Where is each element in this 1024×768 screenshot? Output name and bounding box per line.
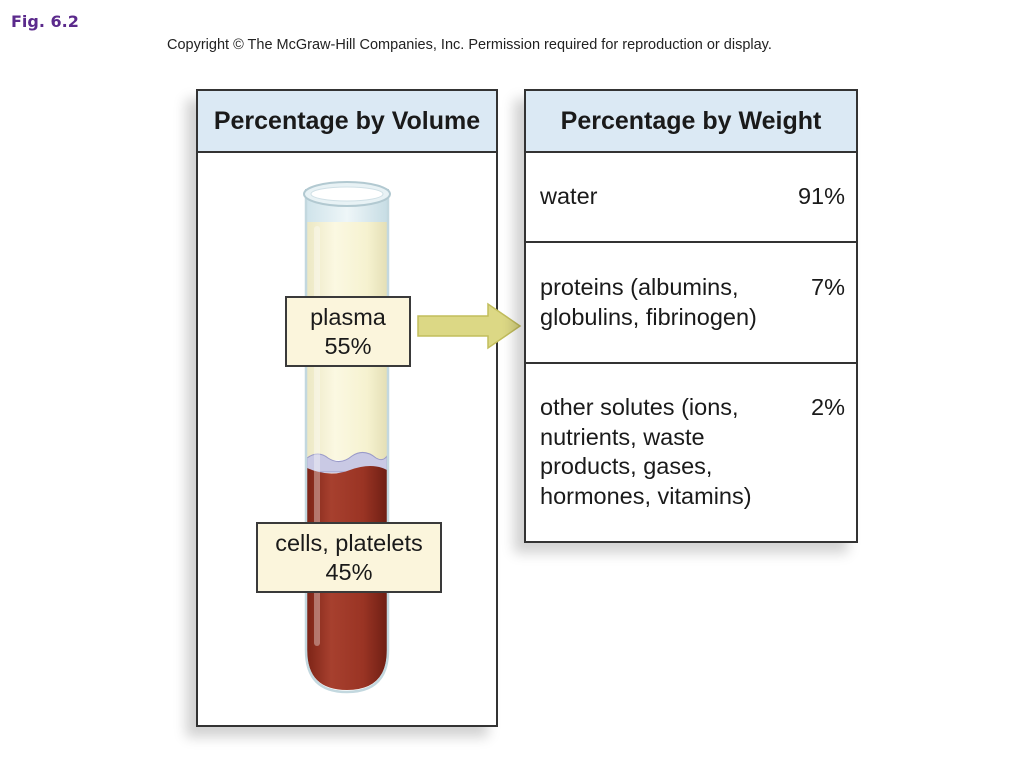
copyright-notice: Copyright © The McGraw-Hill Companies, I… (167, 37, 772, 53)
weight-row-label: other solutes (ions, nutrients, waste pr… (540, 394, 752, 509)
plasma-callout: plasma 55% (285, 296, 411, 367)
weight-row-value: 2% (811, 394, 845, 420)
right-arrow-icon (417, 302, 522, 350)
weight-row-label: proteins (albumins, globulins, fibrinoge… (540, 274, 757, 330)
volume-panel-title: Percentage by Volume (198, 91, 496, 153)
cells-callout: cells, platelets 45% (256, 522, 442, 593)
weight-row-value: 91% (797, 183, 845, 209)
tube-outline (304, 198, 390, 694)
weight-panel-title: Percentage by Weight (526, 91, 856, 153)
weight-row-water: water 91% (526, 153, 856, 243)
weight-panel: Percentage by Weight water 91% proteins … (524, 89, 858, 543)
weight-row-proteins: proteins (albumins, globulins, fibrinoge… (526, 243, 856, 364)
figure-label: Fig. 6.2 (11, 12, 79, 31)
plasma-label: plasma (310, 304, 386, 330)
cells-label: cells, platelets (275, 530, 423, 556)
weight-row-value: 7% (811, 274, 845, 300)
weight-row-other-solutes: other solutes (ions, nutrients, waste pr… (526, 364, 856, 541)
cells-percent: 45% (325, 559, 373, 585)
weight-row-label: water (540, 183, 598, 209)
plasma-percent: 55% (324, 333, 372, 359)
